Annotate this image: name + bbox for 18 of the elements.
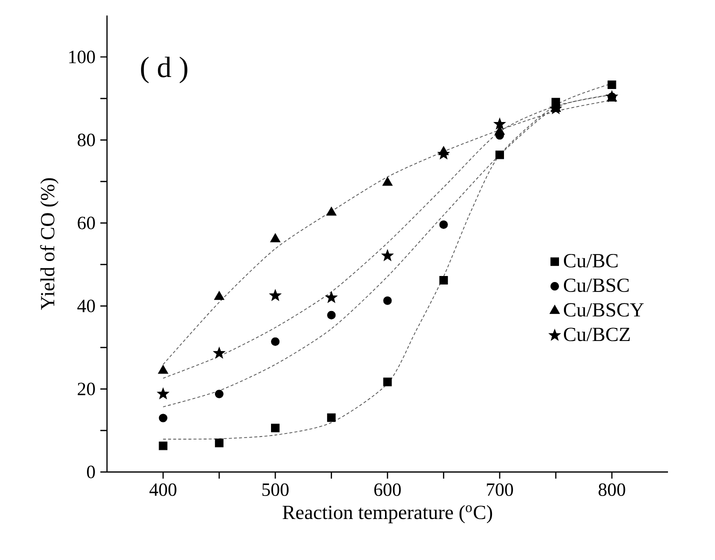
legend-label: Cu/BSCY: [564, 303, 644, 317]
x-tick-label: 500: [262, 483, 289, 496]
y-tick-label: 60: [78, 216, 95, 230]
legend-label: Cu/BCZ: [564, 328, 630, 342]
x-tick-label: 700: [486, 483, 513, 496]
y-tick-label: 80: [78, 134, 95, 146]
y-tick-label: 20: [78, 382, 95, 396]
x-tick-label: 600: [374, 483, 401, 496]
y-tick-label: 40: [77, 300, 95, 312]
y-axis-title: Yield of CO (%): [40, 178, 58, 310]
x-axis-title: Reaction temperature ($^{o}$C): [282, 505, 492, 524]
legend-label: Cu/BC: [564, 254, 618, 268]
y-tick-label: 0: [87, 466, 95, 478]
x-tick-label: 400: [149, 483, 176, 496]
legend-label: Cu/BSC: [564, 278, 629, 292]
x-tick-label: 800: [598, 483, 626, 496]
annotation: ( d ): [141, 56, 188, 84]
y-tick-label: 100: [69, 50, 95, 64]
